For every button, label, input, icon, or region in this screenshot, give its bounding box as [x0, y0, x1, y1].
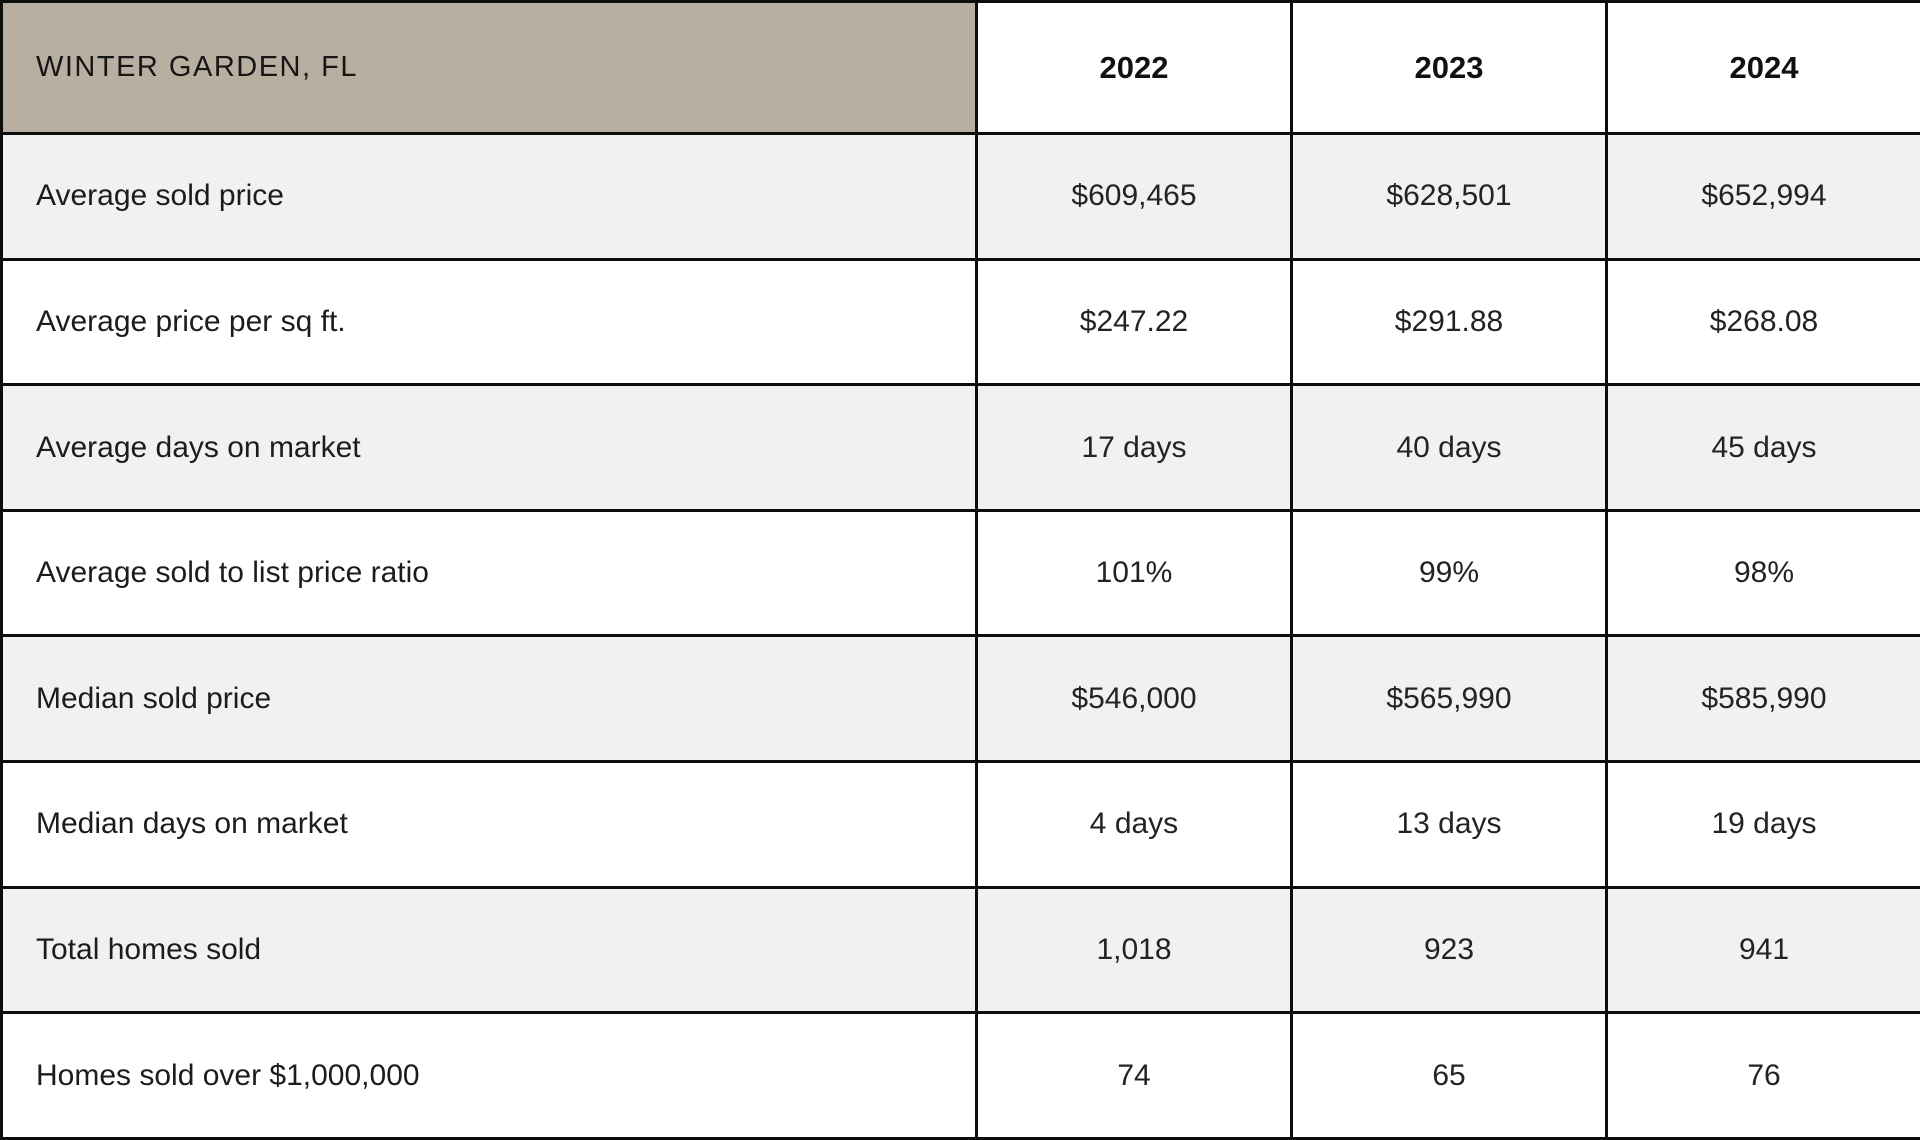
table-row-total-homes-sold: Total homes sold 1,018 923 941: [0, 885, 1920, 1015]
value-2024: 45 days: [1605, 383, 1920, 512]
value-2022: 101%: [975, 508, 1293, 638]
value-2022: $609,465: [975, 132, 1293, 261]
table-row-sold-to-list-ratio: Average sold to list price ratio 101% 99…: [0, 508, 1920, 638]
value-2022: 4 days: [975, 760, 1293, 889]
value-2022: 1,018: [975, 885, 1293, 1015]
year-header-2024: 2024: [1605, 0, 1920, 136]
row-label: Average sold price: [0, 132, 978, 261]
value-2024: 98%: [1605, 508, 1920, 638]
value-2023: $565,990: [1290, 634, 1608, 764]
value-2023: 99%: [1290, 508, 1608, 638]
value-2024: 76: [1605, 1011, 1920, 1140]
table-row-average-days-on-market: Average days on market 17 days 40 days 4…: [0, 383, 1920, 512]
row-label: Average price per sq ft.: [0, 257, 978, 387]
table-row-median-sold-price: Median sold price $546,000 $565,990 $585…: [0, 634, 1920, 764]
value-2024: $652,994: [1605, 132, 1920, 261]
value-2022: $546,000: [975, 634, 1293, 764]
row-label: Homes sold over $1,000,000: [0, 1011, 978, 1140]
value-2024: $585,990: [1605, 634, 1920, 764]
table-row-average-price-per-sqft: Average price per sq ft. $247.22 $291.88…: [0, 257, 1920, 387]
value-2024: 941: [1605, 885, 1920, 1015]
table-row-average-sold-price: Average sold price $609,465 $628,501 $65…: [0, 132, 1920, 261]
header-row: WINTER GARDEN, FL 2022 2023 2024: [0, 0, 1920, 136]
table-title: WINTER GARDEN, FL: [0, 0, 978, 136]
value-2023: 40 days: [1290, 383, 1608, 512]
value-2023: 13 days: [1290, 760, 1608, 889]
value-2024: $268.08: [1605, 257, 1920, 387]
table-row-homes-sold-over-1m: Homes sold over $1,000,000 74 65 76: [0, 1011, 1920, 1140]
value-2023: $628,501: [1290, 132, 1608, 261]
value-2022: $247.22: [975, 257, 1293, 387]
value-2023: 923: [1290, 885, 1608, 1015]
row-label: Average days on market: [0, 383, 978, 512]
value-2023: 65: [1290, 1011, 1608, 1140]
year-header-2022: 2022: [975, 0, 1293, 136]
value-2022: 17 days: [975, 383, 1293, 512]
row-label: Median days on market: [0, 760, 978, 889]
value-2024: 19 days: [1605, 760, 1920, 889]
table-row-median-days-on-market: Median days on market 4 days 13 days 19 …: [0, 760, 1920, 889]
row-label: Median sold price: [0, 634, 978, 764]
value-2023: $291.88: [1290, 257, 1608, 387]
row-label: Total homes sold: [0, 885, 978, 1015]
row-label: Average sold to list price ratio: [0, 508, 978, 638]
year-header-2023: 2023: [1290, 0, 1608, 136]
value-2022: 74: [975, 1011, 1293, 1140]
